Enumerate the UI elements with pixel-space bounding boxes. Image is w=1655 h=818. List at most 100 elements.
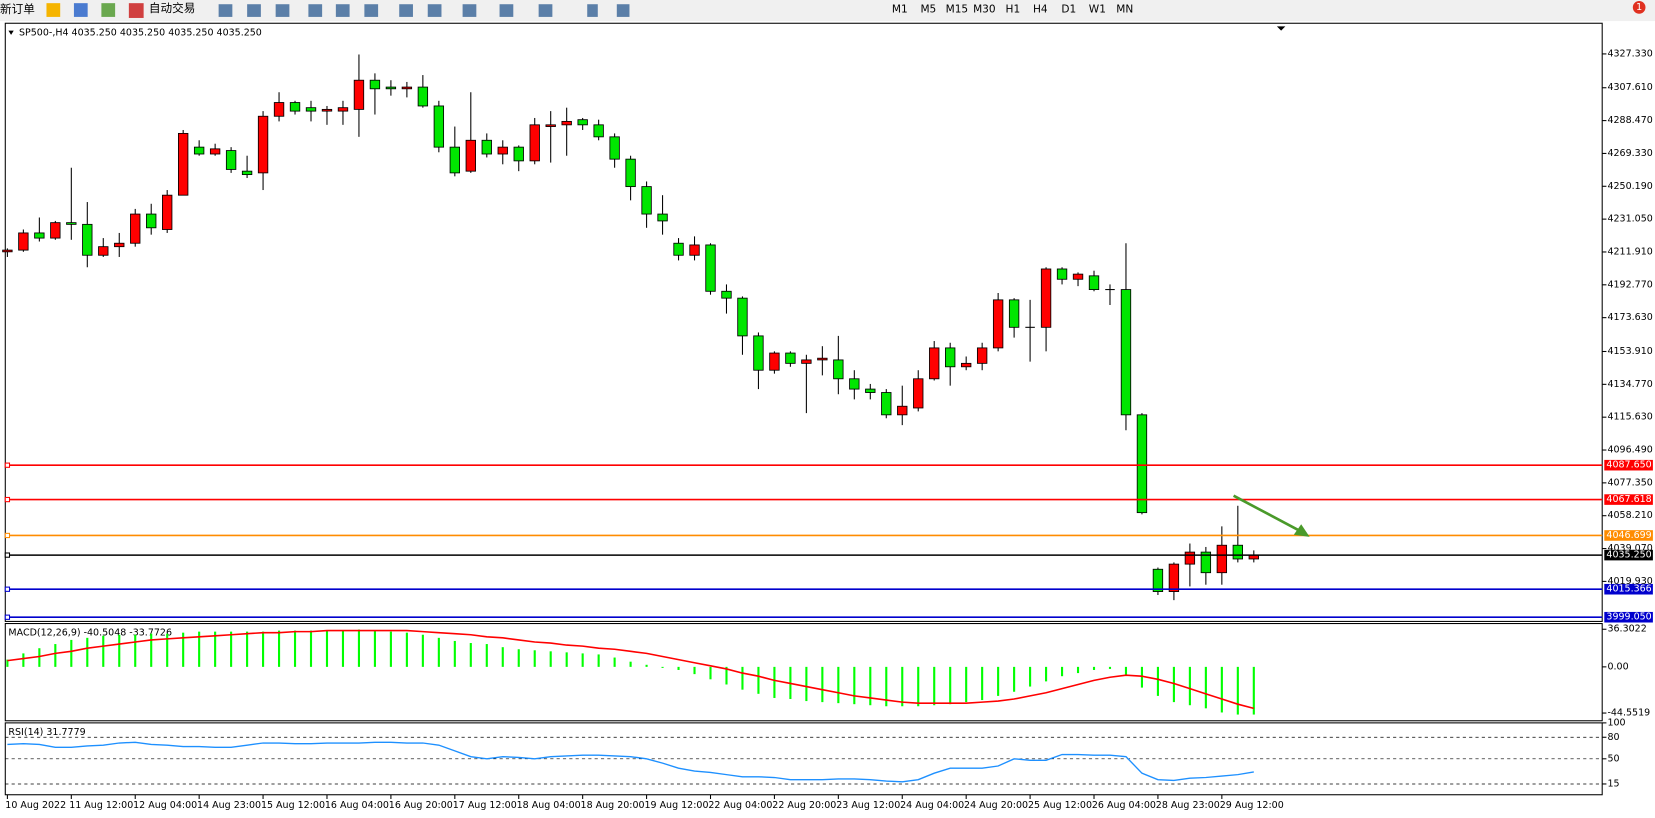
macd-bar bbox=[214, 631, 217, 667]
icon[interactable] bbox=[101, 3, 116, 17]
icon[interactable] bbox=[462, 4, 477, 17]
macd-bar bbox=[1092, 666, 1096, 670]
macd-bar bbox=[166, 633, 169, 667]
x-tick-label: 10 Aug 2022 bbox=[5, 800, 66, 811]
macd-bar bbox=[885, 666, 888, 707]
y-tick-label: 4096.490 bbox=[1607, 445, 1652, 456]
timeframe[interactable]: M30 bbox=[973, 4, 996, 16]
macd-bar bbox=[1013, 666, 1016, 692]
y-tick-label: 4250.190 bbox=[1607, 181, 1652, 192]
panel-title: SP500-,H4 4035.250 4035.250 4035.250 403… bbox=[19, 27, 262, 38]
candle-body bbox=[513, 146, 524, 162]
level-tag bbox=[1604, 494, 1653, 505]
level-tag-label: 3999.050 bbox=[1606, 612, 1651, 623]
icon[interactable] bbox=[616, 4, 630, 17]
candle-body bbox=[529, 124, 540, 162]
macd-bar bbox=[102, 635, 105, 667]
macd-bar bbox=[6, 659, 9, 667]
candle-body bbox=[577, 119, 588, 126]
icon[interactable] bbox=[46, 3, 61, 17]
x-tick-label: 18 Aug 20:00 bbox=[581, 800, 645, 811]
macd-bar bbox=[437, 637, 440, 667]
macd-bar bbox=[246, 631, 249, 667]
candle-body bbox=[417, 86, 429, 107]
timeframe[interactable]: M5 bbox=[920, 4, 936, 16]
macd-bar bbox=[1045, 666, 1048, 682]
y-tick-label: 0.00 bbox=[1607, 661, 1628, 672]
candle-body bbox=[625, 158, 636, 188]
icon[interactable] bbox=[335, 4, 350, 17]
timeframe[interactable]: M15 bbox=[946, 4, 969, 16]
candle-body bbox=[1232, 544, 1244, 560]
macd-bar bbox=[965, 666, 968, 703]
candle-body bbox=[545, 124, 556, 127]
macd-bar bbox=[997, 666, 1000, 696]
icon[interactable] bbox=[128, 3, 144, 18]
panel-title: RSI(14) 31.7779 bbox=[8, 727, 85, 738]
icon[interactable] bbox=[399, 4, 413, 17]
level-handle bbox=[4, 532, 11, 539]
menu-marker bbox=[8, 30, 14, 35]
candle-body bbox=[497, 146, 508, 155]
chart-bg bbox=[0, 21, 1655, 818]
x-tick-label: 23 Aug 12:00 bbox=[836, 800, 900, 811]
candle-body bbox=[305, 107, 317, 112]
y-tick-label: 100 bbox=[1607, 717, 1625, 728]
timeframe[interactable]: D1 bbox=[1061, 4, 1076, 16]
macd-bar bbox=[198, 631, 201, 667]
timeframe[interactable]: MN bbox=[1116, 4, 1133, 16]
icon[interactable] bbox=[247, 4, 261, 17]
candle-body bbox=[913, 378, 924, 409]
macd-bar bbox=[373, 630, 376, 667]
macd-bar bbox=[741, 666, 744, 690]
macd-bar bbox=[949, 666, 952, 705]
macd-bar bbox=[1076, 666, 1080, 674]
badge[interactable]: 1 bbox=[1636, 2, 1642, 13]
icon[interactable] bbox=[275, 4, 290, 17]
candle-body bbox=[114, 242, 125, 248]
macd-bar bbox=[709, 666, 712, 680]
timeframe[interactable]: H4 bbox=[1033, 4, 1048, 16]
x-tick-label: 22 Aug 04:00 bbox=[708, 800, 772, 811]
auto-trading[interactable]: 自动交易 bbox=[149, 1, 195, 15]
timeframe[interactable]: H1 bbox=[1006, 4, 1021, 16]
icon[interactable] bbox=[587, 4, 598, 17]
macd-bar bbox=[613, 657, 616, 667]
macd-bar bbox=[1220, 666, 1223, 713]
y-tick-label: 36.3022 bbox=[1607, 624, 1646, 635]
timeframe[interactable]: W1 bbox=[1089, 4, 1106, 16]
icon[interactable] bbox=[218, 4, 233, 17]
candle-body bbox=[945, 347, 956, 368]
x-tick-label: 26 Aug 04:00 bbox=[1092, 800, 1156, 811]
icon[interactable] bbox=[364, 4, 379, 17]
shift-marker bbox=[1276, 26, 1286, 31]
trend-arrow bbox=[1232, 494, 1302, 533]
candle-body bbox=[2, 249, 13, 253]
icon[interactable] bbox=[308, 4, 323, 17]
panel-frame bbox=[4, 623, 1603, 722]
candle-body bbox=[1184, 551, 1196, 565]
toolbar-bg bbox=[0, 0, 1655, 22]
level-tag-label: 4067.618 bbox=[1606, 494, 1651, 505]
timeframe[interactable]: M1 bbox=[892, 4, 908, 16]
candle-body bbox=[433, 105, 445, 148]
icon[interactable] bbox=[538, 4, 553, 17]
new-order[interactable]: 新订单 bbox=[0, 2, 35, 16]
level-tag-label: 4087.650 bbox=[1606, 460, 1651, 471]
level-handle bbox=[4, 462, 11, 468]
candle-body bbox=[321, 108, 333, 112]
y-tick-label: 4039.070 bbox=[1607, 543, 1652, 554]
macd-bar bbox=[293, 630, 297, 667]
macd-bar bbox=[405, 632, 408, 667]
icon[interactable] bbox=[73, 3, 88, 17]
macd-bar bbox=[421, 634, 424, 667]
macd-bar bbox=[629, 661, 632, 667]
icon[interactable] bbox=[427, 4, 442, 17]
macd-bar bbox=[38, 648, 41, 667]
macd-bar bbox=[341, 630, 345, 667]
y-tick-label: 4288.470 bbox=[1607, 115, 1652, 126]
macd-bar bbox=[677, 666, 680, 670]
macd-bar bbox=[325, 630, 329, 667]
candle-body bbox=[657, 213, 668, 222]
icon[interactable] bbox=[499, 4, 514, 17]
